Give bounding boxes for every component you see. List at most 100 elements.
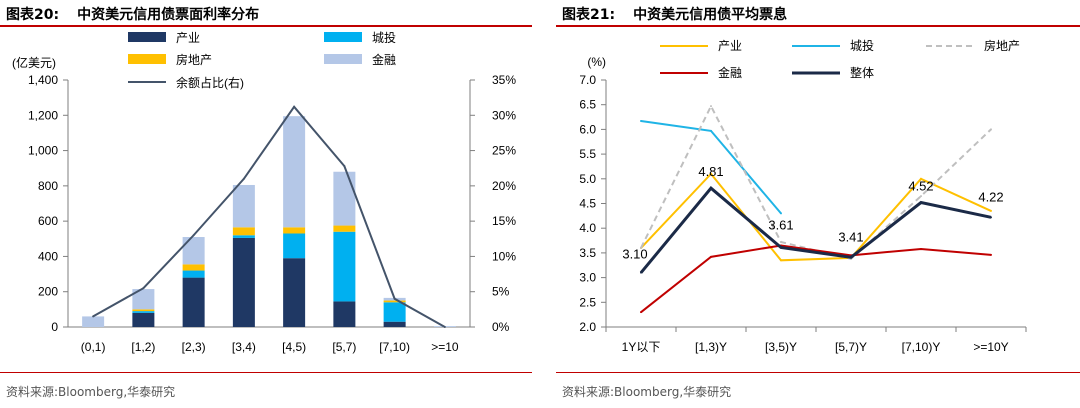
line-point-整体 — [850, 256, 852, 259]
bar-7-10-城投 — [383, 302, 406, 322]
bar-2-3-城投 — [182, 270, 205, 278]
y-tick-label: 2.5 — [579, 295, 596, 309]
line-point-整体 — [640, 271, 642, 274]
y-axis-unit-label: (%) — [587, 55, 606, 69]
line-point-房地产 — [990, 128, 992, 131]
y-tick-label: 7.0 — [579, 73, 596, 87]
line-point-城投 — [710, 129, 712, 132]
bar-3-4-城投 — [232, 235, 255, 238]
y-axis-unit-label: (亿美元) — [12, 55, 56, 70]
y-tick-label: 4.5 — [579, 197, 596, 211]
x-tick-label: (0,1) — [81, 340, 106, 354]
bar-4-5-城投 — [283, 233, 306, 259]
line-point-share — [92, 315, 95, 318]
y-tick-label: 1,000 — [28, 144, 58, 158]
x-tick-label: [5,7) — [332, 340, 356, 354]
right-bottom-rule — [556, 372, 1080, 373]
x-tick-label: [7,10) — [379, 340, 410, 354]
x-tick-label: [7,10)Y — [902, 340, 941, 354]
line-series-产业 — [640, 172, 992, 262]
bar-5-7-金融 — [333, 171, 356, 226]
left-figure-title: 图表20: 中资美元信用债票面利率分布 — [6, 4, 259, 24]
y-tick-label: 6.0 — [579, 122, 596, 136]
y-tick-label: 2.0 — [579, 320, 596, 334]
right-figure-title-text: 中资美元信用债平均票息 — [633, 7, 788, 23]
legend-label: 金融 — [718, 65, 742, 80]
bar-4-5-金融 — [283, 116, 306, 228]
line-point-房地产 — [780, 241, 782, 244]
right-top-rule — [556, 25, 1080, 27]
legend-swatch-房地产 — [128, 54, 166, 64]
x-tick-label: [1,3)Y — [695, 340, 727, 354]
bar-1-2-金融 — [132, 289, 155, 310]
line-point-整体 — [710, 187, 712, 190]
y2-tick-label: 5% — [492, 285, 510, 299]
y-tick-label: 200 — [38, 285, 58, 299]
line-series-金融 — [640, 244, 992, 313]
legend-label: 城投 — [372, 30, 396, 45]
line-point-整体 — [990, 216, 992, 219]
data-label: 3.41 — [838, 229, 863, 244]
x-tick-label: [3,5)Y — [765, 340, 797, 354]
x-tick-label: 1Y以下 — [622, 340, 661, 354]
data-label: 3.61 — [768, 217, 793, 232]
data-label: 4.52 — [908, 179, 933, 194]
y2-tick-label: 35% — [492, 73, 516, 87]
line-point-产业 — [990, 209, 992, 212]
bar-1-2-产业 — [132, 312, 155, 327]
bar-1-2-城投 — [132, 311, 155, 313]
bar-3-4-房地产 — [232, 227, 255, 236]
left-figure-panel: 图表20: 中资美元信用债票面利率分布 (亿美元) 0 200 400 600 800 1,0… — [0, 0, 532, 408]
line-series-share — [92, 105, 446, 328]
legend-label: 房地产 — [176, 52, 212, 67]
data-label: 4.22 — [978, 189, 1003, 204]
y-tick-label: 5.0 — [579, 172, 596, 186]
legend-label: 城投 — [850, 38, 874, 53]
y-tick-label: 1,200 — [28, 108, 58, 122]
line-point-金融 — [640, 311, 642, 314]
right-source-note: 资料来源:Bloomberg,华泰研究 — [562, 385, 732, 399]
line-point-整体 — [920, 201, 922, 204]
legend-label: 产业 — [718, 39, 742, 53]
line-point-房地产 — [640, 246, 642, 249]
line-point-产业 — [920, 177, 922, 180]
legend-swatch-金融 — [324, 54, 362, 64]
y2-tick-label: 30% — [492, 108, 516, 122]
line-point-产业 — [780, 259, 782, 262]
line-point-share — [142, 287, 145, 290]
line-point-share — [443, 326, 446, 328]
line-point-金融 — [990, 253, 992, 256]
line-point-房地产 — [710, 105, 712, 108]
y-tick-label: 6.5 — [579, 98, 596, 112]
bar-7-10-产业 — [383, 321, 406, 327]
legend-label: 产业 — [176, 31, 200, 45]
y-tick-label: 3.0 — [579, 271, 596, 285]
line-point-share — [393, 297, 396, 300]
bar-5-7-城投 — [333, 231, 356, 302]
left-top-rule — [0, 25, 532, 27]
y-tick-label: 3.5 — [579, 246, 596, 260]
y2-tick-label: 0% — [492, 320, 510, 334]
x-tick-label: >=10Y — [973, 340, 1008, 354]
y-tick-label: 800 — [38, 179, 58, 193]
x-tick-label: [3,4) — [232, 340, 256, 354]
bar-2-3-金融 — [182, 237, 205, 265]
y-tick-label: 600 — [38, 214, 58, 228]
bar-7-10-房地产 — [383, 300, 406, 303]
bar-5-7-产业 — [333, 301, 356, 327]
left-source-note: 资料来源:Bloomberg,华泰研究 — [6, 385, 176, 399]
data-label: 3.10 — [622, 247, 647, 262]
x-tick-label: [1,2) — [131, 340, 155, 354]
y-tick-label: 1,400 — [28, 73, 58, 87]
left-stacked-bar-chart: (亿美元) 0 200 400 600 800 1,000 1,200 1,400 0% 5% 10%… — [12, 30, 516, 354]
line-point-金融 — [710, 255, 712, 258]
legend-label: 房地产 — [984, 38, 1020, 53]
bar-0-1-金融 — [82, 316, 105, 327]
line-point-产业 — [710, 172, 712, 175]
bar-3-4-金融 — [232, 184, 255, 228]
left-figure-label: 图表20: — [6, 7, 60, 23]
y-tick-label: 400 — [38, 249, 58, 263]
line-point-城投 — [640, 120, 642, 123]
line-point-share — [242, 177, 245, 180]
legend-label: 余额占比(右) — [176, 75, 244, 90]
